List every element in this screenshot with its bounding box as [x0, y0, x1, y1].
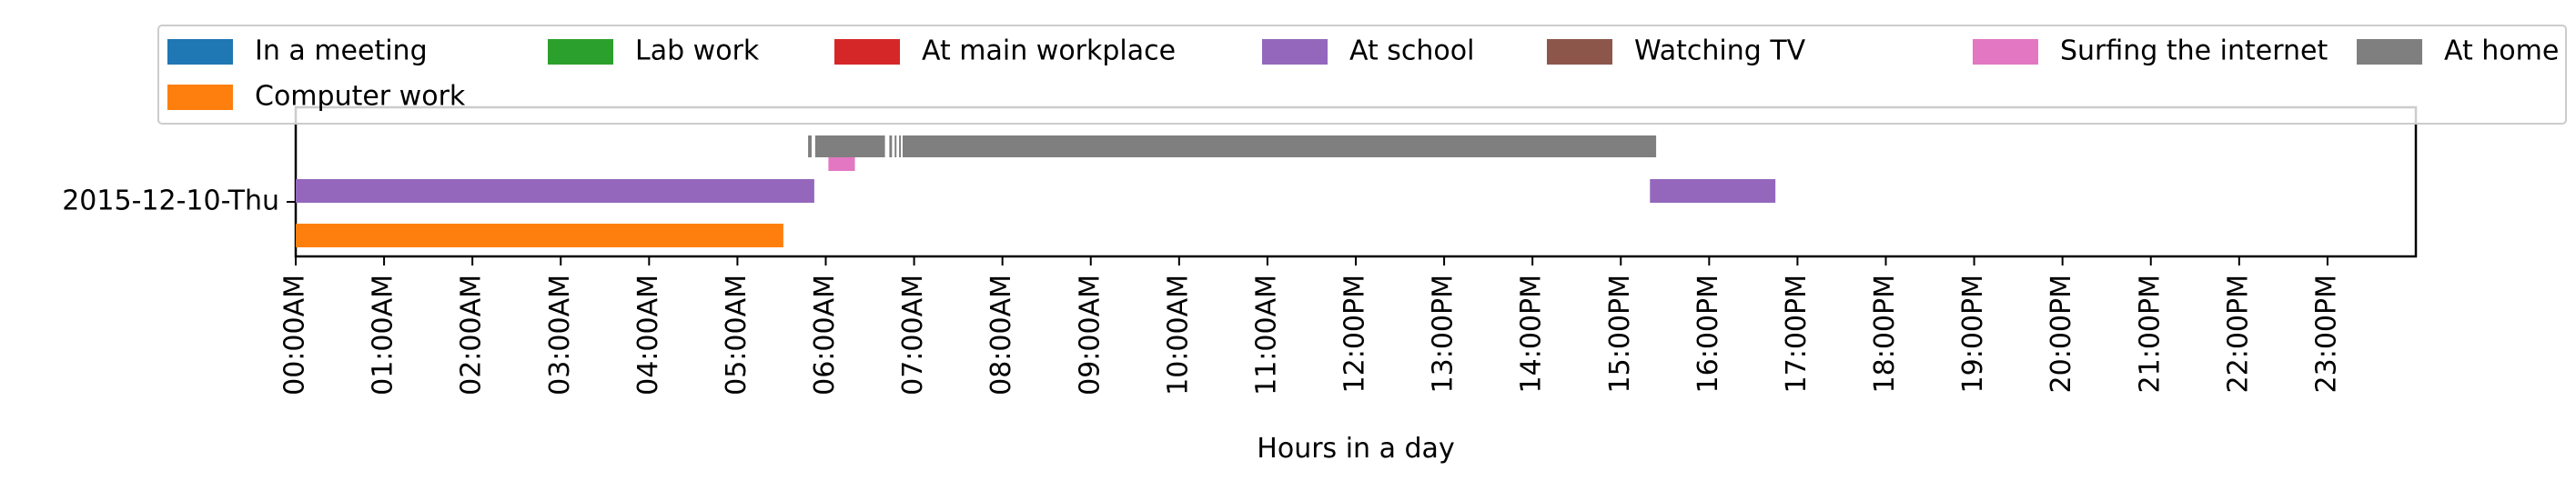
x-tick-label: 01:00AM — [368, 275, 399, 396]
bar-surfing-the-internet-0 — [828, 156, 855, 171]
x-tick-label: 19:00PM — [1957, 275, 1989, 393]
x-tick-label: 15:00PM — [1604, 275, 1636, 393]
x-tick-label: 00:00AM — [279, 275, 311, 396]
x-tick-label: 05:00AM — [721, 275, 753, 396]
x-tick-label: 04:00AM — [632, 275, 664, 396]
legend-label-at-school: At school — [1349, 35, 1474, 67]
legend-swatch-at-school — [1262, 39, 1328, 65]
x-tick-label: 13:00PM — [1428, 275, 1460, 393]
bar-at-home-2 — [889, 135, 893, 157]
bar-at-school-0 — [296, 179, 814, 203]
y-axis: 2015-12-10-Thu — [62, 185, 296, 217]
legend-swatch-at-main-workplace — [834, 39, 900, 65]
bar-at-home-1 — [814, 135, 885, 157]
bar-at-home-4 — [899, 135, 902, 157]
bar-at-home-3 — [894, 135, 897, 157]
x-tick-label: 07:00AM — [897, 275, 929, 396]
x-tick-label: 09:00AM — [1074, 275, 1106, 396]
bar-at-school-1 — [1650, 179, 1776, 203]
legend: In a meeting Lab work At main workplace At … — [157, 25, 2567, 125]
x-tick-label: 08:00AM — [985, 275, 1017, 396]
legend-label-in-a-meeting: In a meeting — [255, 35, 428, 67]
legend-label-computer-work: Computer work — [255, 81, 466, 113]
x-tick-label: 20:00PM — [2046, 275, 2077, 393]
x-tick-label: 10:00AM — [1162, 275, 1194, 396]
x-tick-label: 16:00PM — [1692, 275, 1724, 393]
x-tick-label: 23:00PM — [2310, 275, 2342, 393]
x-tick-label: 17:00PM — [1781, 275, 1813, 393]
bars-group — [296, 135, 1776, 247]
legend-swatch-at-home — [2357, 39, 2422, 65]
legend-swatch-surfing-the-internet — [1973, 39, 2038, 65]
bar-at-home-5 — [902, 135, 1657, 157]
x-tick-label: 22:00PM — [2222, 275, 2254, 393]
x-tick-label: 11:00AM — [1250, 275, 1282, 396]
x-tick-label: 03:00AM — [544, 275, 576, 396]
legend-swatch-computer-work — [167, 85, 233, 110]
bar-computer-work-0 — [296, 224, 783, 247]
legend-label-surfing-the-internet: Surfing the internet — [2060, 35, 2328, 67]
bar-at-home-0 — [808, 135, 812, 157]
legend-label-at-main-workplace: At main workplace — [922, 35, 1176, 67]
legend-frame — [157, 25, 2567, 125]
x-axis: 00:00AM 01:00AM 02:00AM 03:00AM 04:00AM 05:00… — [279, 256, 2342, 396]
x-tick-label: 14:00PM — [1516, 275, 1548, 393]
x-tick-label: 18:00PM — [1869, 275, 1901, 393]
x-tick-label: 21:00PM — [2134, 275, 2166, 393]
legend-label-watching-tv: Watching TV — [1634, 35, 1806, 67]
legend-swatch-in-a-meeting — [167, 39, 233, 65]
legend-label-at-home: At home — [2444, 35, 2559, 67]
x-tick-label: 06:00AM — [809, 275, 841, 396]
x-tick-label: 12:00PM — [1339, 275, 1371, 393]
legend-label-lab-work: Lab work — [635, 35, 760, 67]
legend-swatch-lab-work — [548, 39, 613, 65]
y-tick-label: 2015-12-10-Thu — [62, 185, 279, 217]
x-tick-label: 02:00AM — [456, 275, 488, 396]
legend-swatch-watching-tv — [1547, 39, 1612, 65]
x-axis-title: Hours in a day — [1257, 433, 1454, 465]
